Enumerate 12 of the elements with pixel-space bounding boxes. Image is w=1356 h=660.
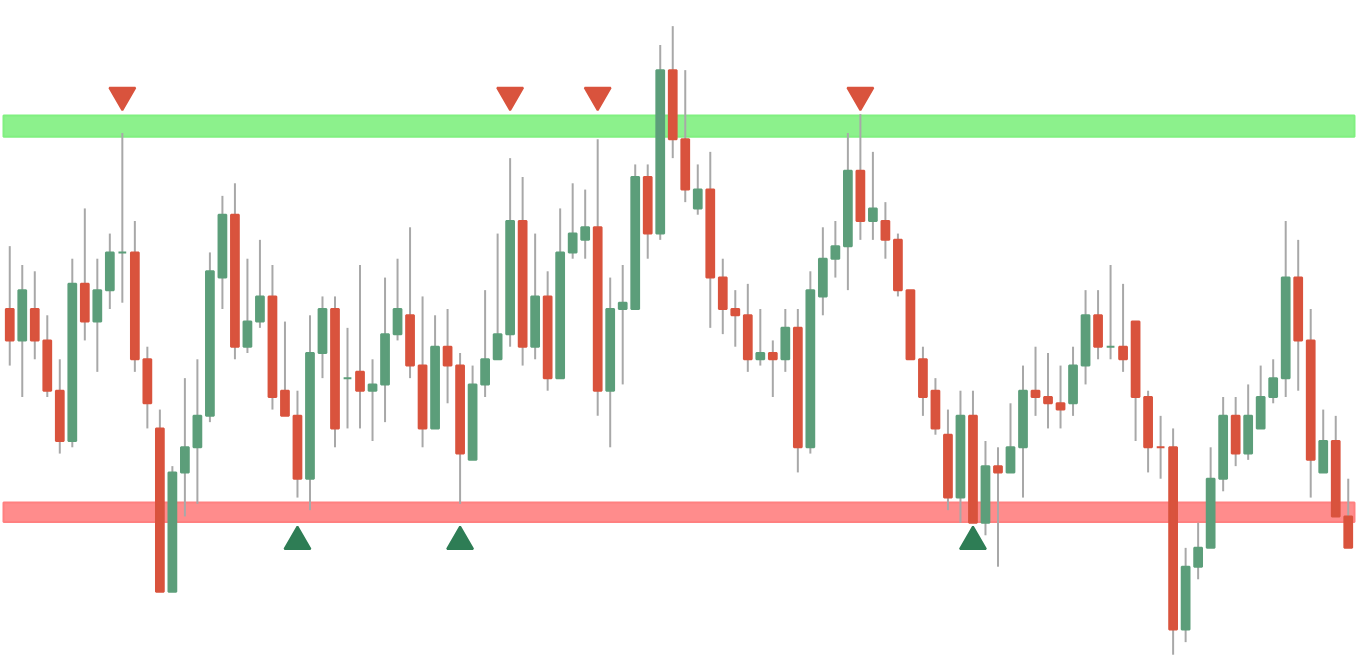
candlestick [993,446,1003,568]
candlestick [4,245,15,367]
candlestick [780,308,791,373]
candlestick [1230,396,1241,468]
candlestick [767,339,778,398]
candlestick [692,163,703,216]
candlestick [1093,289,1103,361]
candlestick [868,150,878,241]
candlestick [355,264,365,430]
candlestick [79,207,90,342]
candlestick [1318,408,1329,474]
candlestick [755,308,766,367]
